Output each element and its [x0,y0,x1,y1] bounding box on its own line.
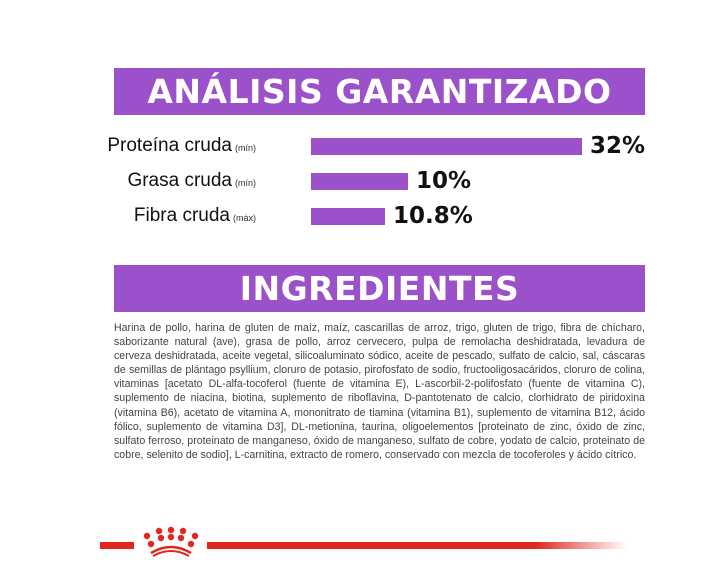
brand-footer [100,525,630,560]
analysis-row-protein: Proteína cruda (mín) 32% [107,133,674,159]
row-label: Grasa cruda [127,170,232,191]
row-value: 10% [416,168,472,194]
royal-canin-crown-icon [143,526,199,557]
row-qualifier: (mín) [235,143,256,153]
fat-bar [311,173,408,190]
red-line-left [100,542,134,549]
row-label: Fibra cruda [133,205,230,226]
row-value: 10.8% [393,203,473,229]
protein-bar [311,138,582,155]
analysis-row-fiber: Fibra cruda (máx) 10.8% [114,203,674,229]
fiber-bar [311,208,385,225]
row-value: 32% [590,133,646,159]
row-qualifier: (mín) [235,178,256,188]
red-line-right [207,542,627,549]
ingredients-text: Harina de pollo, harina de gluten de maí… [114,322,645,461]
analysis-row-fat: Grasa cruda (mín) 10% [114,168,674,194]
analysis-title: ANÁLISIS GARANTIZADO [114,68,645,115]
row-qualifier: (máx) [233,213,256,223]
row-label: Proteína cruda [107,135,232,156]
ingredients-title: INGREDIENTES [114,265,645,312]
